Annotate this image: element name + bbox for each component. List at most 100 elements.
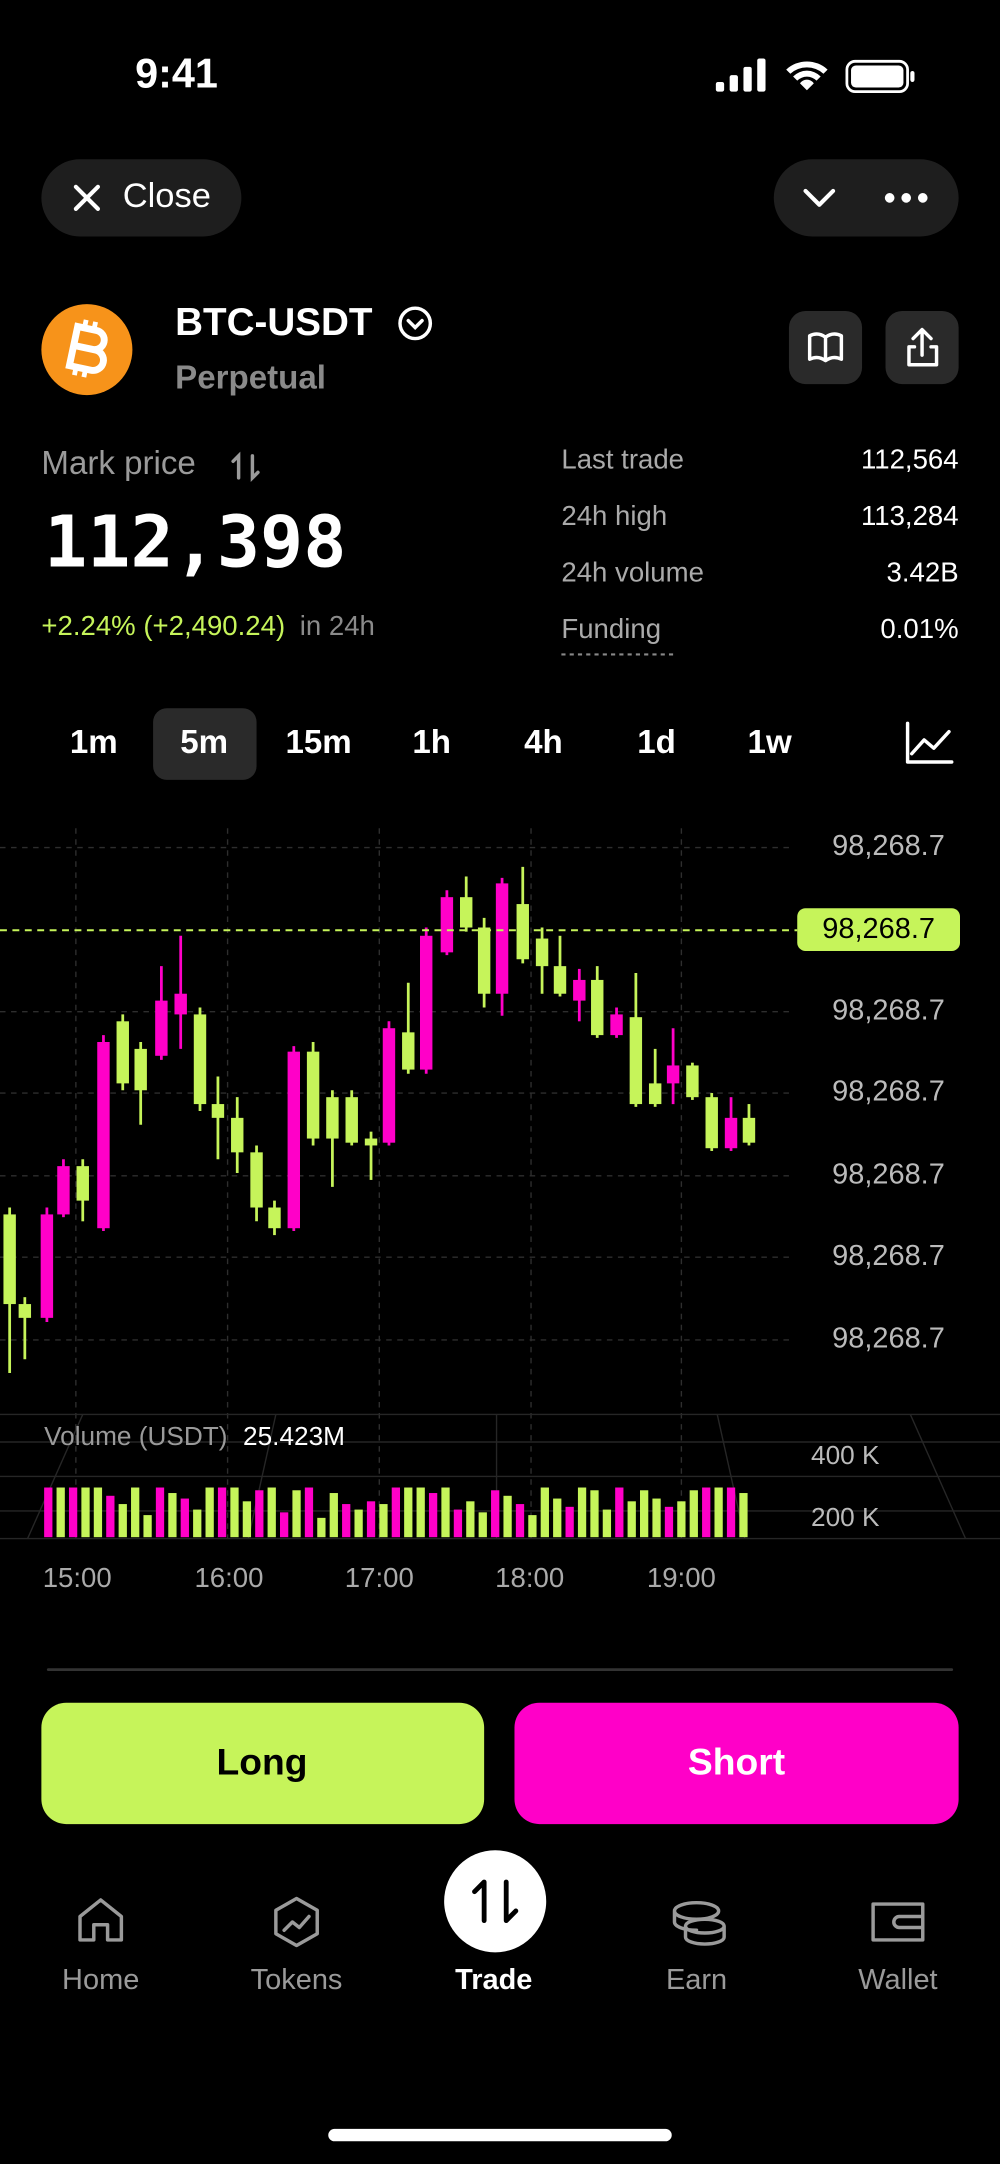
long-button[interactable]: Long (41, 1702, 485, 1825)
price-switch[interactable] (231, 451, 260, 483)
interval-tab[interactable]: 1w (748, 724, 792, 761)
status-icons-part (743, 66, 752, 92)
volume-bars-part-part (652, 1498, 661, 1538)
change-period: in 24h (300, 610, 375, 641)
volume-bars-part-part (143, 1515, 152, 1538)
status-icons-part (845, 59, 909, 94)
time-label: 17:00 (345, 1562, 414, 1593)
stat-label: Last trade (561, 444, 684, 475)
volume-bars-part-part (640, 1490, 649, 1538)
stat-label: Funding (561, 613, 661, 644)
candles-part-part (402, 1032, 415, 1070)
more-button-part[interactable] (884, 193, 895, 203)
status-icons-part (729, 75, 738, 92)
more-button-part[interactable] (917, 193, 928, 203)
interval-tab[interactable]: 1d (637, 724, 676, 761)
status-time: 9:41 (135, 50, 218, 96)
change-value: +2.24% (+2,490.24) (41, 610, 285, 641)
status-icons-part (715, 82, 725, 92)
verified-toggle-part[interactable] (406, 318, 424, 330)
candles-part-part (516, 904, 529, 960)
stat-label: 24h volume (561, 557, 704, 588)
volume-bars-part-part (391, 1487, 400, 1538)
book-button[interactable] (788, 310, 863, 385)
bitcoin-logo-part (65, 322, 108, 374)
candles (3, 866, 756, 1374)
nav-item[interactable]: Wallet (858, 1964, 937, 1996)
candles-part-part (116, 1021, 129, 1084)
volume-bars-part-part (44, 1487, 53, 1538)
candles-part (3, 897, 756, 1318)
more-button-part[interactable] (901, 193, 912, 203)
short-button-part[interactable] (514, 1702, 959, 1825)
close-label[interactable]: Close (123, 177, 211, 215)
volume-bars-part-part (428, 1493, 438, 1538)
interval-tab[interactable]: 4h (524, 724, 563, 761)
long-label[interactable]: Long (217, 1741, 308, 1783)
candles-part-part (326, 1097, 339, 1139)
share-button-part[interactable] (907, 327, 939, 367)
more-button[interactable] (884, 193, 928, 203)
volume-bars-part-part (590, 1490, 599, 1538)
interval-tab[interactable]: 1m (70, 724, 118, 761)
candles-part-part (287, 1051, 300, 1229)
volume-bars-part-part (478, 1512, 487, 1538)
close-button-part[interactable] (73, 184, 101, 211)
short-button[interactable]: Short (514, 1702, 959, 1825)
candles-part-part (553, 966, 567, 994)
current-price-tag (797, 908, 960, 951)
nav-item[interactable]: Tokens (251, 1964, 343, 1996)
verified-toggle-part[interactable] (398, 306, 433, 341)
close-button-part[interactable] (41, 159, 242, 237)
stat-value: 112,564 (861, 444, 959, 475)
interval-tab[interactable]: 1h (412, 724, 451, 761)
nav-item[interactable]: Earn (666, 1964, 727, 1996)
volume-bars-part-part (553, 1498, 562, 1538)
status-icons-part (757, 58, 766, 92)
bitcoin-logo (41, 304, 133, 396)
long-button-part[interactable] (41, 1702, 485, 1825)
candles-part (40, 883, 738, 1318)
volume-bars-part-part (118, 1504, 127, 1538)
menu-pill-part (773, 159, 959, 237)
share-button[interactable] (885, 310, 959, 385)
mark-price-value: 112,398 (44, 499, 346, 583)
volume-bars-part-part (528, 1515, 537, 1538)
volume-bars-part-part (354, 1509, 363, 1538)
mark-price-label: Mark price (41, 445, 195, 482)
stat-value: 0.01% (880, 613, 958, 644)
stats-list: Last trade 112,564 24h high 113,284 24h volu… (561, 444, 958, 645)
nav-item[interactable]: Trade (455, 1964, 532, 1996)
volume-bars-part-part (280, 1512, 289, 1538)
volume-bars-part-part (155, 1487, 165, 1538)
interval-tab[interactable]: 5m (180, 724, 228, 761)
candles-part-part (420, 935, 433, 1070)
candles-part-part (250, 1152, 263, 1208)
volume-grid (0, 1413, 1000, 1540)
close-button[interactable]: Close (41, 159, 242, 237)
candles-part-part (440, 897, 454, 953)
collapse-button[interactable] (803, 188, 836, 207)
nav-item[interactable]: Home (62, 1964, 139, 1996)
volume-bars-part-part (466, 1501, 475, 1538)
book-button-part[interactable] (807, 332, 844, 363)
volume-header: Volume (USDT) 25.423M (44, 1421, 345, 1451)
verified-toggle[interactable] (398, 306, 433, 341)
stat-value: 113,284 (861, 500, 959, 531)
candles-part-part (18, 1304, 32, 1318)
candles-part-part (705, 1097, 718, 1149)
short-label[interactable]: Short (688, 1741, 785, 1783)
volume-bars-part (44, 1487, 736, 1538)
nav-icons (78, 1896, 925, 1948)
chart-type-button[interactable] (905, 721, 954, 764)
interval-tab[interactable]: 15m (285, 724, 351, 761)
volume-grid-part (247, 1414, 277, 1539)
candles-part-part (648, 1083, 662, 1105)
price-change: +2.24% (+2,490.24) in 24h (41, 610, 375, 641)
candles-part-part (306, 1051, 320, 1139)
volume-tick-label: 400 K (811, 1440, 880, 1470)
candles-part-part (231, 1117, 244, 1153)
current-price-label: 98,268.7 (822, 913, 935, 945)
volume-bars-part-part (664, 1506, 674, 1538)
